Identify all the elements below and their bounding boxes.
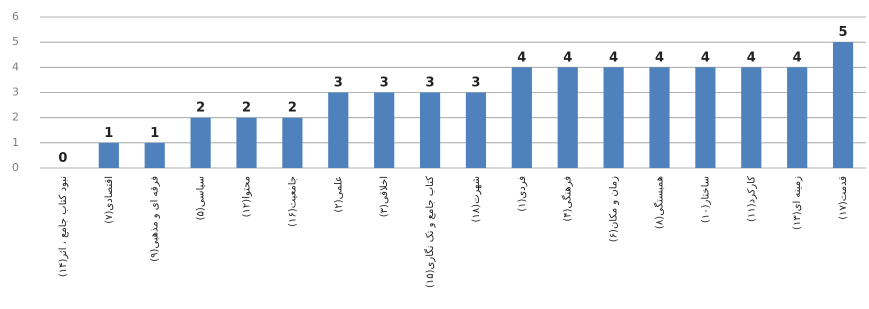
bar	[236, 118, 256, 168]
data-label: 4	[517, 50, 526, 65]
bar	[328, 93, 348, 169]
bar	[833, 42, 853, 168]
bar	[191, 118, 211, 168]
data-label: 4	[609, 50, 618, 65]
bar	[787, 67, 807, 168]
y-tick-label: 5	[12, 35, 19, 48]
data-label: 3	[334, 76, 343, 91]
bar	[99, 143, 119, 168]
data-label: 4	[747, 50, 756, 65]
y-tick-label: 3	[12, 86, 19, 99]
data-label: 1	[150, 126, 159, 141]
x-tick-label: علمی(۲)	[333, 176, 344, 213]
data-label: 3	[471, 76, 480, 91]
bar	[374, 93, 394, 169]
data-label: 2	[288, 101, 297, 116]
x-tick-label: کتاب جامع و تک نگاری(۱۵)	[424, 176, 436, 288]
x-tick-label: اخلاقی(۳)	[379, 176, 390, 217]
y-tick-label: 2	[12, 111, 19, 124]
x-tick-label: همبستگی(۸)	[654, 176, 666, 229]
x-tick-label: زمینه ای(۱۳)	[792, 176, 803, 230]
y-tick-label: 1	[12, 136, 19, 149]
data-label: 1	[104, 126, 113, 141]
x-tick-label: محتوا(۱۲)	[242, 176, 253, 217]
data-label: 4	[701, 50, 710, 65]
bar	[695, 67, 715, 168]
data-label: 4	[793, 50, 802, 65]
x-tick-label: فرهنگی(۴)	[562, 176, 574, 222]
bar	[466, 93, 486, 169]
bar	[145, 143, 165, 168]
data-label: 0	[58, 151, 67, 166]
x-tick-label: ساختار(۱۰)	[700, 176, 711, 223]
x-tick-label: فردی(۱)	[517, 176, 528, 212]
data-label: 5	[839, 25, 848, 40]
x-tick-label: اقتصادی(۷)	[104, 176, 115, 224]
bar	[741, 67, 761, 168]
y-tick-label: 0	[12, 161, 19, 174]
bar	[558, 67, 578, 168]
y-tick-label: 4	[12, 60, 19, 73]
data-label: 4	[655, 50, 664, 65]
data-label: 3	[426, 76, 435, 91]
data-label: 4	[563, 50, 572, 65]
x-tick-label: شهرت(۱۸)	[471, 176, 482, 222]
data-label: 3	[380, 76, 389, 91]
data-label: 2	[196, 101, 205, 116]
x-tick-label: فرقه ای و مذهبی(۹)	[150, 176, 161, 262]
bar	[282, 118, 302, 168]
bar	[649, 67, 669, 168]
x-tick-label: نبود کتاب جامع ، اثر(۱۴)	[58, 176, 69, 277]
x-tick-label: سیاسی(۵)	[196, 176, 207, 220]
page: {"chart_data": {"type": "bar", "categori…	[0, 0, 869, 309]
bar	[512, 67, 532, 168]
chart: 0 1 2 3 4 5 6 0 نبود کتاب جامع ، اثر(۱۴) 1 اقتصادی…	[0, 0, 869, 309]
x-tick-label: کارکرد(۱۱)	[746, 176, 757, 222]
y-tick-label: 6	[12, 10, 19, 23]
x-tick-label: زمان و مکان(۶)	[609, 176, 620, 242]
bar	[604, 67, 624, 168]
bar	[420, 93, 440, 169]
data-label: 2	[242, 101, 251, 116]
x-tick-label: جامعیت(۱۶)	[287, 176, 298, 227]
x-tick-label: قدمت(۱۷)	[838, 176, 849, 220]
